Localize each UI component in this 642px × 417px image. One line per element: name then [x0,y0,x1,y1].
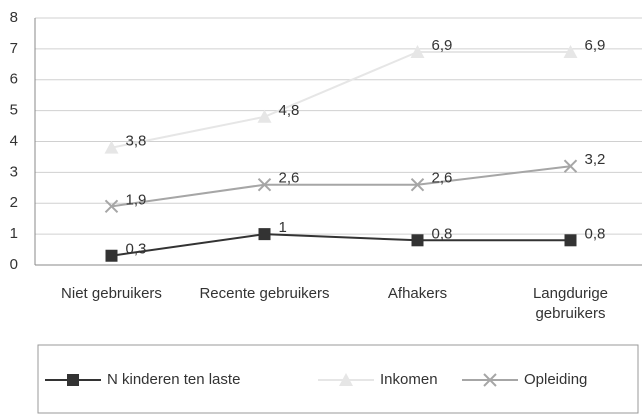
marker [410,178,425,192]
marker [104,199,119,214]
y-tick-label: 1 [10,225,18,242]
marker [339,373,353,386]
x-tick-label: Niet gebruikers [61,285,162,302]
y-tick-label: 8 [10,9,18,26]
data-label: 6,9 [432,37,453,54]
marker [563,159,578,173]
y-tick-label: 5 [10,102,18,119]
legend-label: N kinderen ten laste [107,371,240,388]
data-label: 2,6 [432,170,453,187]
data-label: 1 [279,219,287,236]
marker [105,249,118,262]
data-label: 2,6 [279,170,300,187]
data-label: 3,8 [126,133,147,150]
data-label: 6,9 [585,37,606,54]
y-tick-label: 2 [10,194,18,211]
legend-label: Inkomen [380,371,438,388]
data-label: 0,8 [432,225,453,242]
x-tick-label: Afhakers [387,285,448,302]
marker [563,44,578,58]
marker [258,228,271,241]
x-tick-label: Langdurige gebruikers [532,285,609,322]
series-line [111,50,571,149]
data-label: 0,3 [126,241,147,258]
series-line [111,233,571,257]
marker [104,140,119,154]
marker [410,44,425,58]
legend-box [37,344,639,414]
data-label: 4,8 [279,102,300,119]
marker [67,374,79,386]
series-line [111,165,571,208]
y-tick-label: 4 [10,132,18,149]
data-label: 1,9 [126,191,147,208]
y-tick-label: 3 [10,163,18,180]
y-tick-label: 0 [10,256,18,273]
marker [257,178,272,192]
data-label: 0,8 [585,225,606,242]
marker [564,234,577,247]
y-tick-label: 6 [10,71,18,88]
marker [483,373,497,387]
data-label: 3,2 [585,151,606,168]
legend-label: Opleiding [524,371,587,388]
y-tick-label: 7 [10,40,18,57]
marker [257,109,272,123]
marker [411,234,424,247]
x-tick-label: Recente gebruikers [199,285,330,302]
